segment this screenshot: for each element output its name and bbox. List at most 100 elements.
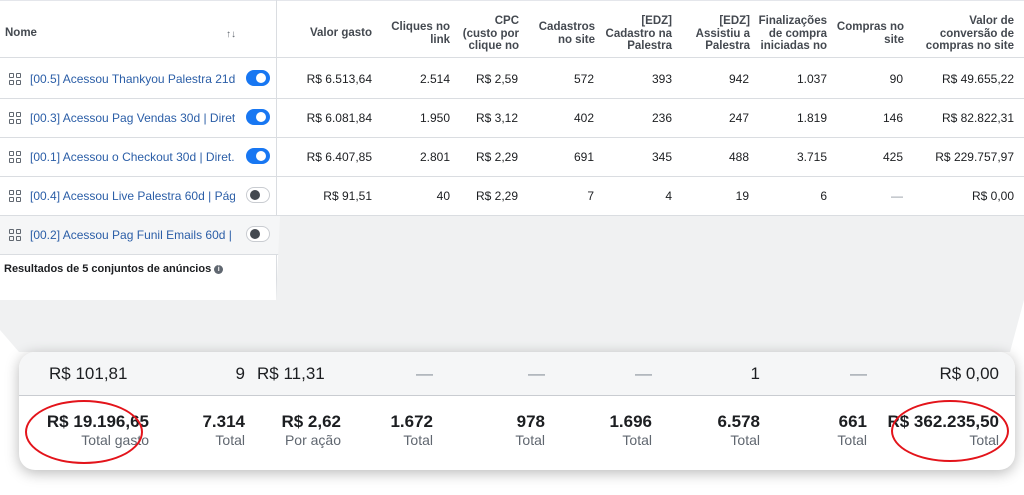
adset-name-link[interactable]: [00.4] Acessou Live Palestra 60d | Pág..… <box>30 189 235 203</box>
table-row[interactable]: [00.5] Acessou Thankyou Palestra 21d... R… <box>0 60 1024 99</box>
adset-grid-icon <box>9 112 22 125</box>
total-cliques: 7.314 Total <box>421 262 450 286</box>
cell-cadastros: 402 <box>573 111 594 125</box>
zoom-total-cpc: R$ 2,62 Por ação <box>281 412 341 448</box>
cell-edz-assist: 19 <box>735 189 749 203</box>
zoom-total-edz-assistiu: 1.696 Total <box>609 412 652 448</box>
ads-table: Nome ↑↓ Valor gasto Cliques no link CPC (c… <box>0 0 1024 300</box>
col-header-valor-gasto[interactable]: Valor gasto <box>310 27 372 39</box>
cell-cliques: 40 <box>436 189 450 203</box>
adset-status-toggle[interactable] <box>246 109 270 125</box>
cell-cpc: R$ 3,12 <box>475 111 518 125</box>
cell-valor: R$ 0,00 <box>971 189 1014 203</box>
cell-valor: R$ 0,00 <box>971 228 1014 242</box>
cell-gasto: R$ 6.513,64 <box>306 72 372 86</box>
cell-finalizacoes: 3.715 <box>796 150 827 164</box>
total-edz-assistiu: 1.696 Total <box>720 262 749 286</box>
cell-valor: R$ 229.757,97 <box>935 150 1014 164</box>
zoom-inset: R$ 101,81 9 R$ 11,31 — — — 1 — R$ 0,00 R… <box>19 352 1015 470</box>
cell-cliques: 1.950 <box>419 111 450 125</box>
cell-finalizacoes: 1 <box>820 228 827 242</box>
cell-compras: 146 <box>882 111 903 125</box>
sort-icon[interactable]: ↑↓ <box>226 29 236 40</box>
col-header-name[interactable]: Nome <box>5 27 37 39</box>
col-header-valor-conversao[interactable]: Valor de conversão de compras no site <box>925 15 1014 52</box>
col-header-cpc[interactable]: CPC (custo por clique no <box>462 15 519 52</box>
frozen-column-divider <box>276 0 277 300</box>
adset-name-link[interactable]: [00.1] Acessou o Checkout 30d | Diret... <box>30 150 235 164</box>
adset-name-link[interactable]: [00.3] Acessou Pag Vendas 30d | Diret... <box>30 111 235 125</box>
cell-cpc: R$ 2,59 <box>475 72 518 86</box>
cell-gasto: R$ 101,81 <box>316 228 372 242</box>
cell-edz-assist: — <box>737 228 749 242</box>
cell-gasto: R$ 91,51 <box>323 189 372 203</box>
cell-gasto: R$ 6.407,85 <box>306 150 372 164</box>
toggle-knob <box>256 112 266 122</box>
highlight-circle-total-valor <box>934 248 1020 294</box>
zoom-total-cadastros: 1.672 Total <box>390 412 433 448</box>
adset-grid-icon <box>9 229 22 242</box>
adset-status-toggle[interactable] <box>246 148 270 164</box>
adset-grid-icon <box>9 151 22 164</box>
cell-edz-assist: 942 <box>728 72 749 86</box>
col-header-edz-cadastro[interactable]: [EDZ] Cadastro na Palestra <box>605 15 672 52</box>
cell-cadastros: 691 <box>573 150 594 164</box>
cell-cliques: 2.801 <box>419 150 450 164</box>
adset-name-link[interactable]: [00.2] Acessou Pag Funil Emails 60d | ..… <box>30 228 235 242</box>
col-header-cliques[interactable]: Cliques no link <box>391 21 450 46</box>
cell-finalizacoes: 1.819 <box>796 111 827 125</box>
cell-cpc: R$ 2,29 <box>475 150 518 164</box>
toggle-knob <box>256 151 266 161</box>
toggle-knob <box>256 73 266 83</box>
col-header-finalizacoes[interactable]: Finalizações de compra iniciadas no <box>758 15 827 52</box>
cell-cliques: 2.514 <box>419 72 450 86</box>
zoom-cadastros: — <box>416 364 433 383</box>
total-edz-cadastro: 978 Total <box>650 262 672 286</box>
zoom-highlight-circle-gasto <box>25 400 143 464</box>
toggle-knob <box>250 229 260 239</box>
cell-edz-assist: 488 <box>728 150 749 164</box>
totals-label: Resultados de 5 conjuntos de anúncios i <box>4 263 224 275</box>
col-header-edz-assistiu[interactable]: [EDZ] Assistiu a Palestra <box>695 15 750 52</box>
total-finalizacoes: 6.578 Total <box>798 262 827 286</box>
zoom-cliques: 9 <box>235 364 245 383</box>
table-row[interactable]: [00.3] Acessou Pag Vendas 30d | Diret...… <box>0 99 1024 138</box>
cell-compras: — <box>891 189 903 203</box>
toggle-knob <box>250 190 260 200</box>
zoom-total-finalizacoes: 6.578 Total <box>717 412 760 448</box>
adset-grid-icon <box>9 190 22 203</box>
zoom-total-compras: 661 Total <box>837 412 867 448</box>
adset-grid-icon <box>9 73 22 86</box>
zoom-row-last: R$ 101,81 9 R$ 11,31 — — — 1 — R$ 0,00 <box>19 352 1015 396</box>
adset-status-toggle[interactable] <box>246 226 270 242</box>
highlight-circle-total-gasto <box>301 246 381 294</box>
table-row[interactable]: [00.1] Acessou o Checkout 30d | Diret...… <box>0 138 1024 177</box>
zoom-valor: R$ 0,00 <box>939 364 999 383</box>
zoom-cpc: R$ 11,31 <box>257 364 325 383</box>
table-row[interactable]: [00.4] Acessou Live Palestra 60d | Pág..… <box>0 177 1024 216</box>
cell-cadastros: — <box>582 228 594 242</box>
col-header-cadastros[interactable]: Cadastros no site <box>538 21 595 46</box>
zoom-highlight-circle-valor <box>891 400 1009 462</box>
adset-status-toggle[interactable] <box>246 70 270 86</box>
info-icon[interactable]: i <box>214 265 224 274</box>
cell-cadastros: 572 <box>573 72 594 86</box>
cell-edz-assist: 247 <box>728 111 749 125</box>
zoom-compras: — <box>850 364 867 383</box>
total-cpc: R$ 2,62 Por ação <box>477 262 518 286</box>
zoom-total-cliques: 7.314 Total <box>202 412 245 448</box>
cell-edz-cad: 4 <box>665 189 672 203</box>
total-cadastros: 1.672 Total <box>565 262 594 286</box>
zoom-edz-assistiu: — <box>635 364 652 383</box>
cell-compras: 425 <box>882 150 903 164</box>
table-header: Nome ↑↓ Valor gasto Cliques no link CPC (c… <box>0 0 1024 58</box>
adset-status-toggle[interactable] <box>246 187 270 203</box>
col-header-compras[interactable]: Compras no site <box>836 21 904 46</box>
table-row[interactable]: [00.2] Acessou Pag Funil Emails 60d | ..… <box>0 216 1024 255</box>
adset-name-link[interactable]: [00.5] Acessou Thankyou Palestra 21d... <box>30 72 235 86</box>
cell-cadastros: 7 <box>587 189 594 203</box>
cell-edz-cad: 236 <box>651 111 672 125</box>
cell-valor: R$ 49.655,22 <box>941 72 1014 86</box>
zoom-finalizacoes: 1 <box>750 364 760 383</box>
cell-cpc: R$ 2,29 <box>475 189 518 203</box>
